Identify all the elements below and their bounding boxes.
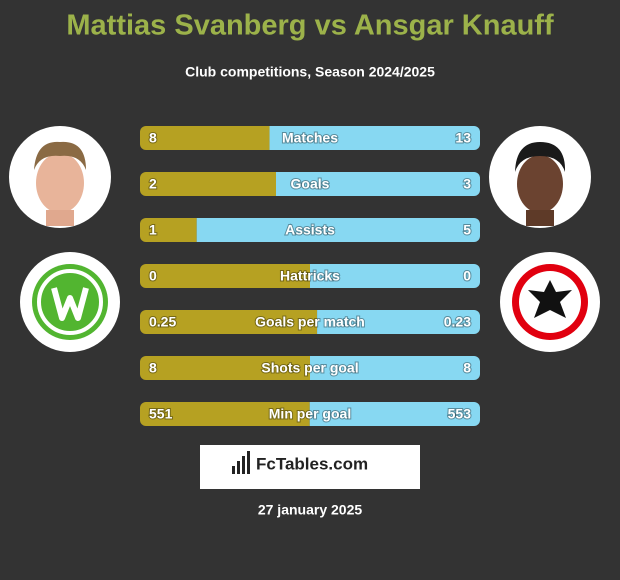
right-value: 8 xyxy=(463,360,471,376)
subtitle: Club competitions, Season 2024/2025 xyxy=(185,64,435,80)
left-value: 8 xyxy=(149,360,157,376)
left-value: 1 xyxy=(149,222,157,238)
stat-row xyxy=(140,218,480,242)
left-bar xyxy=(140,264,310,288)
right-value: 3 xyxy=(463,176,471,192)
right-bar xyxy=(276,172,480,196)
left-value: 8 xyxy=(149,130,157,146)
left-bar xyxy=(140,172,276,196)
left-value: 0.25 xyxy=(149,314,176,330)
left-value: 0 xyxy=(149,268,157,284)
left-bar xyxy=(140,310,318,334)
left-value: 2 xyxy=(149,176,157,192)
player-left-avatar xyxy=(9,126,111,228)
brand-box: FcTables.com xyxy=(200,445,420,489)
right-value: 5 xyxy=(463,222,471,238)
right-value: 0.23 xyxy=(444,314,471,330)
right-value: 13 xyxy=(455,130,471,146)
stat-row xyxy=(140,402,480,426)
stat-row xyxy=(140,264,480,288)
player-right-avatar xyxy=(489,126,591,228)
stat-row xyxy=(140,356,480,380)
stat-row xyxy=(140,126,480,150)
left-bar xyxy=(140,126,270,150)
stat-label: Goals per match xyxy=(255,314,365,330)
stat-row xyxy=(140,172,480,196)
left-bar xyxy=(140,218,197,242)
right-value: 0 xyxy=(463,268,471,284)
club-left-logo xyxy=(20,252,120,352)
stat-label: Hattricks xyxy=(280,268,340,284)
title: Mattias Svanberg vs Ansgar Knauff xyxy=(66,10,554,42)
right-bar xyxy=(317,310,480,334)
stat-label: Shots per goal xyxy=(261,360,358,376)
stat-label: Assists xyxy=(285,222,335,238)
stat-label: Min per goal xyxy=(269,406,351,422)
stat-label: Matches xyxy=(282,130,338,146)
right-bar xyxy=(310,264,480,288)
right-bar xyxy=(196,218,480,242)
club-right-logo xyxy=(500,252,600,352)
stat-row xyxy=(140,310,480,334)
stat-label: Goals xyxy=(291,176,330,192)
left-bar xyxy=(140,402,310,426)
right-value: 553 xyxy=(448,406,472,422)
right-bar xyxy=(309,402,480,426)
right-bar xyxy=(269,126,480,150)
right-bar xyxy=(310,356,480,380)
brand-name: FcTables.com xyxy=(256,454,368,473)
left-value: 551 xyxy=(149,406,173,422)
date: 27 january 2025 xyxy=(258,502,363,518)
left-bar xyxy=(140,356,310,380)
